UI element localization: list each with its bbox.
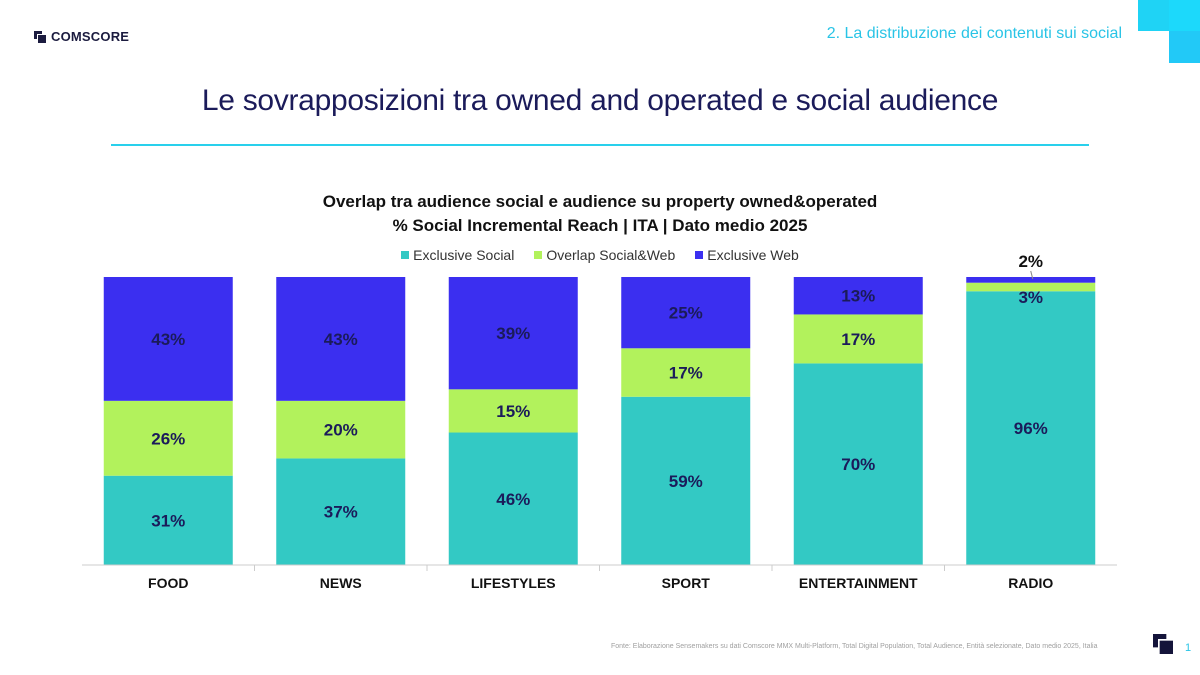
bar-segment <box>276 458 406 565</box>
legend-item: Overlap Social&Web <box>534 247 675 263</box>
decor-square <box>1169 0 1200 31</box>
bar-segment <box>793 277 923 315</box>
legend-item: Exclusive Web <box>695 247 799 263</box>
chart-title: Overlap tra audience social e audience s… <box>322 192 878 211</box>
data-label: 15% <box>496 402 530 421</box>
data-label: 39% <box>496 324 530 343</box>
data-label: 70% <box>841 455 875 474</box>
data-label: 2% <box>1018 252 1043 271</box>
data-label: 26% <box>151 429 185 448</box>
bar-segment <box>103 475 233 565</box>
category-label: NEWS <box>320 575 362 591</box>
comscore-logo: COMSCORE <box>34 29 129 44</box>
bar-segment <box>793 314 923 364</box>
data-label: 25% <box>669 304 703 323</box>
bar-segment <box>276 400 406 459</box>
bar-segment <box>966 291 1096 565</box>
category-label: ENTERTAINMENT <box>799 575 918 591</box>
logo-text: COMSCORE <box>51 29 130 44</box>
bar-segment <box>448 432 578 565</box>
source-note: Fonte: Elaborazione Sensemakers su dati … <box>611 643 1098 650</box>
bar-segment <box>103 400 233 476</box>
legend-item: Exclusive Social <box>401 247 514 263</box>
data-label: 31% <box>151 511 185 530</box>
data-label: 17% <box>841 330 875 349</box>
data-label: 17% <box>669 364 703 383</box>
bar-segment <box>448 277 578 390</box>
bar-segment <box>448 389 578 433</box>
bar-segment <box>621 277 751 349</box>
data-label: 37% <box>324 503 358 522</box>
bar-segment <box>621 348 751 397</box>
data-label: 43% <box>324 330 358 349</box>
decor-square <box>1138 0 1169 31</box>
title-divider <box>111 144 1089 146</box>
page-number: 1 <box>1185 642 1192 654</box>
data-label: 59% <box>669 472 703 491</box>
chart-subtitle: % Social Incremental Reach | ITA | Dato … <box>392 216 808 235</box>
data-label: 20% <box>324 421 358 440</box>
decor-square <box>1169 31 1200 63</box>
data-label: 46% <box>496 490 530 509</box>
section-title: 2. La distribuzione dei contenuti sui so… <box>826 25 1122 42</box>
page-title: Le sovrapposizioni tra owned and operate… <box>201 84 999 117</box>
bar-segment <box>276 277 406 401</box>
chart-legend: Exclusive Social Overlap Social&Web Excl… <box>0 247 1200 263</box>
category-label: FOOD <box>148 575 188 591</box>
category-label: LIFESTYLES <box>471 575 556 591</box>
bar-segment <box>966 282 1096 292</box>
comscore-logo-icon <box>34 30 46 43</box>
data-label: 43% <box>151 330 185 349</box>
data-label: 13% <box>841 287 875 306</box>
bar-segment <box>793 363 923 565</box>
data-label: 3% <box>1018 288 1043 307</box>
data-label: 96% <box>1014 419 1048 438</box>
bar-segment <box>966 277 1096 283</box>
bar-segment <box>621 396 751 565</box>
leader-line <box>1030 270 1034 280</box>
category-label: SPORT <box>662 575 711 591</box>
bar-segment <box>103 277 233 401</box>
comscore-mark-icon <box>1153 634 1173 654</box>
category-label: RADIO <box>1008 575 1053 591</box>
